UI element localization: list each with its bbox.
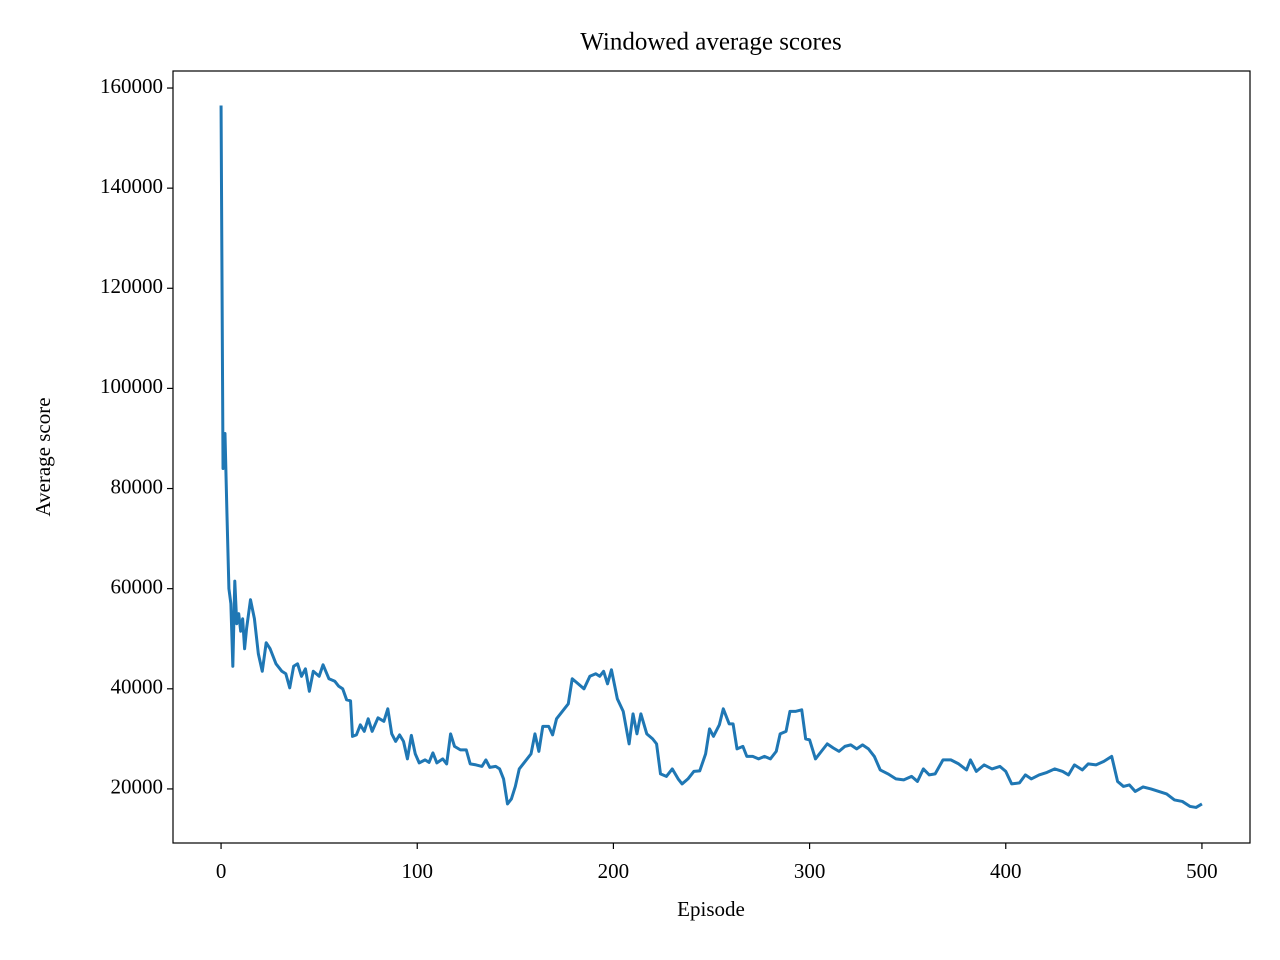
- y-tick-label: 120000: [100, 274, 163, 298]
- x-tick-label: 200: [598, 859, 630, 883]
- x-tick-label: 300: [794, 859, 826, 883]
- y-tick-label: 60000: [111, 574, 164, 598]
- y-axis-label: Average score: [31, 397, 55, 516]
- x-tick-label: 0: [216, 859, 227, 883]
- plot-frame: [172, 70, 1251, 844]
- chart-title: Windowed average scores: [580, 29, 841, 56]
- x-tick-label: 100: [401, 859, 433, 883]
- y-tick-label: 160000: [100, 74, 163, 98]
- x-tick-label: 400: [990, 859, 1022, 883]
- x-axis-label: Episode: [677, 897, 745, 921]
- y-tick-label: 100000: [100, 374, 163, 398]
- line-series: [219, 105, 1203, 809]
- y-tick-label: 140000: [100, 174, 163, 198]
- x-tick-label: 500: [1186, 859, 1218, 883]
- y-tick-label: 20000: [111, 775, 164, 799]
- y-tick-label: 80000: [111, 474, 164, 498]
- y-tick-label: 40000: [111, 675, 164, 699]
